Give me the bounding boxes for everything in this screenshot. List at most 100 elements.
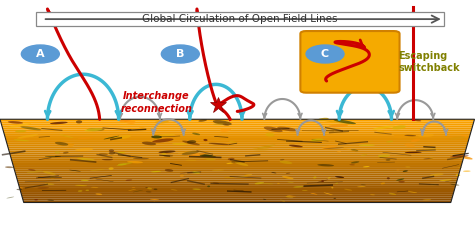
Ellipse shape [158, 151, 175, 153]
Ellipse shape [192, 171, 199, 174]
Ellipse shape [404, 152, 421, 153]
Ellipse shape [343, 189, 351, 191]
Ellipse shape [396, 178, 404, 181]
Ellipse shape [152, 138, 173, 143]
Ellipse shape [141, 142, 156, 145]
Ellipse shape [226, 162, 233, 164]
Polygon shape [23, 200, 450, 202]
Ellipse shape [288, 145, 302, 147]
Polygon shape [4, 134, 469, 136]
Ellipse shape [438, 180, 451, 181]
Polygon shape [22, 198, 451, 200]
Ellipse shape [85, 190, 89, 191]
Ellipse shape [462, 171, 470, 172]
Ellipse shape [423, 148, 440, 150]
Polygon shape [14, 167, 460, 169]
Ellipse shape [212, 182, 218, 184]
Ellipse shape [131, 187, 135, 188]
Ellipse shape [293, 186, 303, 188]
Ellipse shape [207, 186, 209, 187]
Ellipse shape [127, 161, 143, 163]
Ellipse shape [380, 182, 384, 184]
Polygon shape [10, 153, 464, 155]
Ellipse shape [19, 187, 23, 188]
Polygon shape [19, 186, 455, 188]
Ellipse shape [254, 182, 264, 184]
Polygon shape [7, 142, 467, 144]
Ellipse shape [301, 190, 307, 191]
Ellipse shape [410, 139, 419, 142]
Ellipse shape [17, 134, 38, 139]
Ellipse shape [450, 184, 458, 185]
Ellipse shape [333, 119, 355, 124]
Ellipse shape [407, 191, 416, 193]
Ellipse shape [161, 153, 166, 155]
Ellipse shape [357, 186, 365, 187]
Ellipse shape [119, 119, 131, 122]
Ellipse shape [334, 176, 343, 178]
Ellipse shape [455, 174, 459, 176]
Ellipse shape [109, 152, 115, 154]
Ellipse shape [145, 187, 148, 188]
Ellipse shape [178, 151, 196, 153]
Ellipse shape [428, 157, 432, 159]
Ellipse shape [76, 120, 82, 124]
Ellipse shape [423, 158, 432, 159]
Ellipse shape [409, 119, 420, 121]
Ellipse shape [101, 159, 113, 160]
Ellipse shape [87, 128, 104, 131]
Ellipse shape [109, 149, 114, 152]
Ellipse shape [5, 166, 13, 168]
Ellipse shape [182, 141, 199, 145]
Ellipse shape [388, 193, 396, 195]
Polygon shape [10, 155, 464, 157]
Ellipse shape [322, 147, 343, 149]
Ellipse shape [7, 123, 31, 128]
Ellipse shape [449, 136, 464, 140]
Ellipse shape [90, 169, 105, 171]
Ellipse shape [69, 170, 81, 171]
Polygon shape [8, 148, 465, 151]
Ellipse shape [77, 158, 95, 161]
Polygon shape [7, 144, 466, 146]
Ellipse shape [223, 177, 235, 178]
Ellipse shape [310, 193, 317, 195]
Ellipse shape [154, 134, 175, 137]
Polygon shape [13, 165, 460, 167]
Ellipse shape [317, 180, 327, 182]
Ellipse shape [164, 169, 173, 172]
Text: Interchange
reconnection: Interchange reconnection [120, 91, 192, 114]
Polygon shape [16, 176, 457, 178]
Ellipse shape [281, 176, 293, 179]
Ellipse shape [118, 163, 126, 165]
Text: B: B [176, 49, 184, 59]
Ellipse shape [78, 137, 93, 139]
Circle shape [306, 45, 343, 63]
Polygon shape [6, 140, 467, 142]
Ellipse shape [386, 177, 389, 179]
Ellipse shape [14, 139, 30, 141]
Polygon shape [21, 194, 452, 196]
Polygon shape [18, 182, 456, 184]
Ellipse shape [397, 181, 404, 183]
Ellipse shape [124, 120, 135, 124]
FancyBboxPatch shape [36, 12, 443, 27]
Ellipse shape [385, 159, 389, 161]
Ellipse shape [448, 182, 456, 183]
Ellipse shape [327, 177, 330, 178]
Ellipse shape [333, 198, 336, 199]
Polygon shape [5, 136, 469, 138]
Ellipse shape [45, 156, 61, 157]
FancyBboxPatch shape [300, 31, 399, 93]
Ellipse shape [360, 154, 367, 156]
Ellipse shape [150, 171, 161, 172]
Polygon shape [0, 121, 473, 123]
Ellipse shape [181, 151, 198, 155]
Ellipse shape [192, 133, 200, 135]
Polygon shape [11, 159, 462, 161]
Ellipse shape [95, 194, 102, 195]
Ellipse shape [203, 139, 207, 141]
Ellipse shape [192, 188, 200, 190]
Ellipse shape [103, 136, 119, 139]
Ellipse shape [50, 176, 55, 178]
